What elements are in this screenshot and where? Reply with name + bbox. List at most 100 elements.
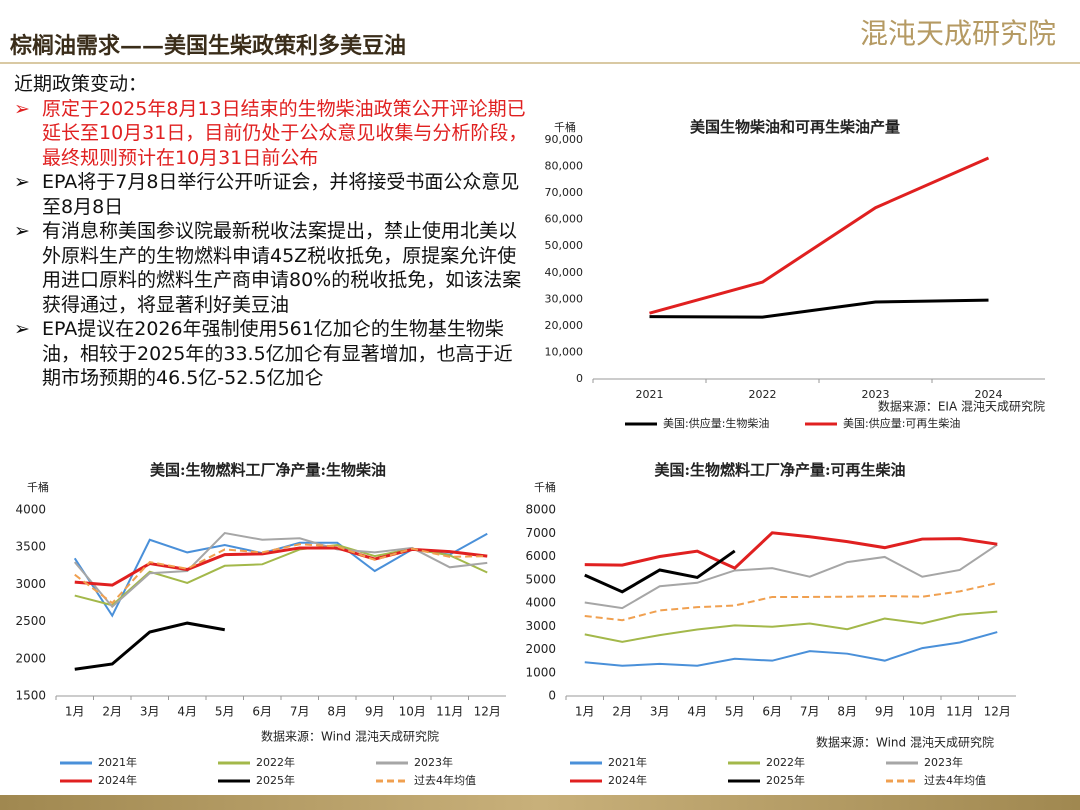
y-unit: 千桶 bbox=[534, 480, 556, 494]
y-tick-label: 1000 bbox=[525, 665, 556, 679]
y-tick-label: 2000 bbox=[525, 642, 556, 656]
x-tick-label: 10月 bbox=[909, 705, 936, 719]
x-tick-label: 10月 bbox=[399, 705, 426, 719]
legend-label: 美国:供应量:可再生柴油 bbox=[843, 416, 960, 430]
y-tick-label: 60,000 bbox=[545, 213, 584, 226]
x-tick-label: 8月 bbox=[837, 705, 857, 719]
y-tick-label: 20,000 bbox=[545, 319, 584, 332]
series-line bbox=[649, 298, 989, 319]
x-tick-label: 9月 bbox=[875, 705, 895, 719]
x-tick-label: 4月 bbox=[177, 705, 197, 719]
header: 棕榈油需求——美国生柴政策利多美豆油 混沌天成研究院 bbox=[0, 0, 1080, 64]
y-tick-label: 50,000 bbox=[545, 239, 584, 252]
x-tick-label: 2021 bbox=[636, 388, 664, 401]
source: 数据来源：EIA 混沌天成研究院 bbox=[878, 399, 1045, 414]
x-tick-label: 8月 bbox=[327, 705, 347, 719]
y-tick-label: 1500 bbox=[15, 689, 46, 703]
legend-label: 美国:供应量:生物柴油 bbox=[663, 416, 769, 430]
x-tick-label: 12月 bbox=[984, 705, 1011, 719]
chart-title: 美国:生物燃料工厂净产量:生物柴油 bbox=[150, 461, 386, 479]
legend-label: 过去4年均值 bbox=[924, 773, 986, 787]
x-tick-label: 6月 bbox=[762, 705, 782, 719]
source: 数据来源：Wind 混沌天成研究院 bbox=[261, 729, 439, 744]
chart-title: 美国:生物燃料工厂净产量:可再生柴油 bbox=[654, 461, 905, 479]
x-tick-label: 9月 bbox=[365, 705, 385, 719]
legend-label: 2025年 bbox=[256, 773, 295, 787]
legend-label: 2022年 bbox=[766, 755, 805, 769]
series-line bbox=[74, 546, 488, 587]
x-tick-label: 12月 bbox=[474, 705, 501, 719]
legend-label: 2022年 bbox=[256, 755, 295, 769]
legend-label: 2023年 bbox=[414, 755, 453, 769]
x-tick-label: 11月 bbox=[436, 705, 463, 719]
y-tick-label: 8000 bbox=[525, 503, 556, 517]
x-tick-label: 11月 bbox=[946, 705, 973, 719]
legend-label: 2025年 bbox=[766, 773, 805, 787]
y-tick-label: 30,000 bbox=[545, 292, 584, 305]
y-tick-label: 3500 bbox=[15, 540, 46, 554]
x-tick-label: 7月 bbox=[290, 705, 310, 719]
x-tick-label: 4月 bbox=[687, 705, 707, 719]
legend-label: 2024年 bbox=[98, 773, 137, 787]
series-line bbox=[584, 631, 998, 667]
bullet: 原定于2025年8月13日结束的生物柴油政策公开评论期已延长至10月31日，目前… bbox=[14, 97, 530, 171]
chart-title: 美国生物柴油和可再生柴油产量 bbox=[690, 118, 900, 136]
y-tick-label: 7000 bbox=[525, 526, 556, 540]
y-tick-label: 6000 bbox=[525, 549, 556, 563]
y-tick-label: 4000 bbox=[15, 503, 46, 517]
source: 数据来源：Wind 混沌天成研究院 bbox=[816, 735, 994, 750]
series-line bbox=[584, 531, 998, 570]
bullets: 原定于2025年8月13日结束的生物柴油政策公开评论期已延长至10月31日，目前… bbox=[14, 97, 530, 391]
x-tick-label: 5月 bbox=[725, 705, 745, 719]
y-tick-label: 70,000 bbox=[545, 186, 584, 199]
bullet: 有消息称美国参议院最新税收法案提出，禁止使用北美以外原料生产的生物燃料申请45Z… bbox=[14, 219, 530, 317]
x-tick-label: 2月 bbox=[102, 705, 122, 719]
x-tick-label: 7月 bbox=[800, 705, 820, 719]
footer-bar bbox=[0, 795, 1080, 810]
logo: 混沌天成研究院 bbox=[859, 17, 1056, 50]
legend-label: 过去4年均值 bbox=[414, 773, 476, 787]
x-tick-label: 3月 bbox=[140, 705, 160, 719]
series-line bbox=[74, 543, 488, 605]
y-tick-label: 0 bbox=[576, 372, 583, 385]
legend-label: 2021年 bbox=[98, 755, 137, 769]
x-tick-label: 2023 bbox=[862, 388, 890, 401]
x-tick-label: 5月 bbox=[215, 705, 235, 719]
y-tick-label: 0 bbox=[548, 689, 556, 703]
series-line bbox=[584, 543, 998, 610]
y-tick-label: 4000 bbox=[525, 596, 556, 610]
x-tick-label: 3月 bbox=[650, 705, 670, 719]
series-line bbox=[74, 621, 226, 671]
policy-text: 近期政策变动： 原定于2025年8月13日结束的生物柴油政策公开评论期已延长至1… bbox=[14, 72, 530, 391]
x-tick-label: 6月 bbox=[252, 705, 272, 719]
y-tick-label: 40,000 bbox=[545, 266, 584, 279]
y-tick-label: 5000 bbox=[525, 572, 556, 586]
x-tick-label: 2月 bbox=[612, 705, 632, 719]
y-tick-label: 2000 bbox=[15, 651, 46, 665]
y-tick-label: 3000 bbox=[15, 577, 46, 591]
series-line bbox=[649, 156, 990, 315]
y-tick-label: 80,000 bbox=[545, 160, 584, 173]
x-tick-label: 1月 bbox=[575, 705, 595, 719]
x-tick-label: 2022 bbox=[749, 388, 777, 401]
y-unit: 千桶 bbox=[27, 480, 49, 494]
y-tick-label: 3000 bbox=[525, 619, 556, 633]
legend-label: 2024年 bbox=[608, 773, 647, 787]
y-unit: 千桶 bbox=[554, 120, 576, 134]
intro: 近期政策变动： bbox=[14, 73, 148, 95]
x-tick-label: 2024 bbox=[975, 388, 1003, 401]
y-tick-label: 2500 bbox=[15, 614, 46, 628]
legend-label: 2023年 bbox=[924, 755, 963, 769]
y-tick-label: 10,000 bbox=[545, 345, 584, 358]
series-line bbox=[584, 549, 736, 594]
series-line bbox=[584, 610, 998, 643]
slide-title: 棕榈油需求——美国生柴政策利多美豆油 bbox=[10, 33, 407, 59]
y-tick-label: 90,000 bbox=[545, 133, 584, 146]
x-tick-label: 1月 bbox=[65, 705, 85, 719]
bullet: EPA将于7月8日举行公开听证会，并将接受书面公众意见至8月8日 bbox=[14, 170, 530, 219]
series-line bbox=[584, 582, 998, 622]
legend-label: 2021年 bbox=[608, 755, 647, 769]
series-line bbox=[73, 532, 488, 618]
